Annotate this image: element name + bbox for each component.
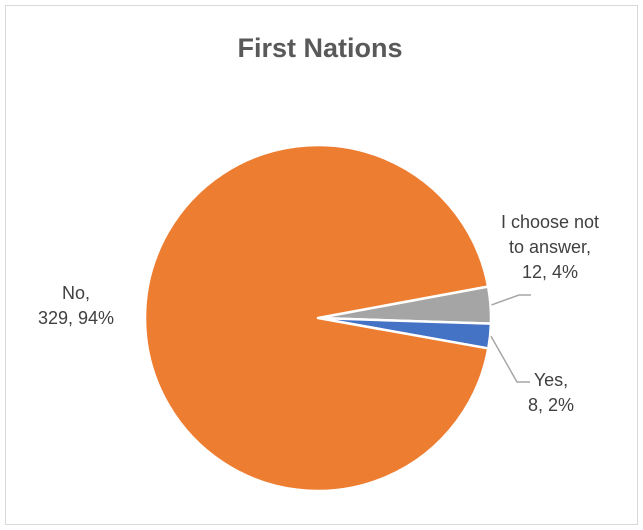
data-label-yes: Yes, 8, 2%: [528, 370, 574, 415]
leader-line-yes: [490, 335, 530, 383]
data-label-line: No,: [62, 283, 90, 303]
data-label-line: 329, 94%: [38, 308, 114, 328]
data-label-line: Yes,: [534, 370, 568, 390]
data-labels: I choose not to answer, 12, 4% Yes, 8, 2% No,…: [38, 212, 599, 415]
data-label-line: 12, 4%: [522, 262, 578, 282]
pie-slice-no: [143, 143, 490, 493]
data-label-line: to answer,: [509, 237, 591, 257]
chart-title: First Nations: [237, 33, 402, 63]
data-label-line: 8, 2%: [528, 395, 574, 415]
data-label-line: I choose not: [501, 212, 599, 232]
data-label-i-choose-not-to-answer: I choose not to answer, 12, 4%: [501, 212, 599, 282]
data-label-no: No, 329, 94%: [38, 283, 114, 328]
leader-line-i-choose-not-to-answer: [491, 294, 531, 306]
leader-lines: [490, 294, 531, 383]
pie-slices: [143, 143, 493, 493]
